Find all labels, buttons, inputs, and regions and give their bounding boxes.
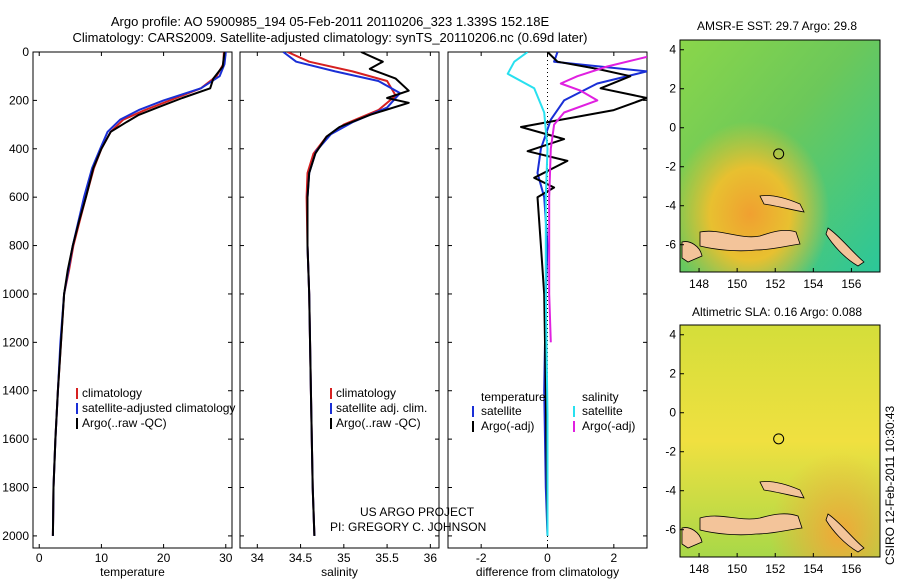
map-y-tick-label: -4 — [665, 484, 676, 498]
legend-entry: Argo(-adj) — [582, 419, 635, 433]
x-tick-label: 2 — [610, 551, 617, 565]
x-axis-label: difference from climatology — [476, 565, 619, 579]
map-x-tick-label: 148 — [689, 562, 709, 576]
y-tick-label: 1600 — [2, 432, 29, 446]
map-x-tick-label: 150 — [727, 562, 747, 576]
x-tick-label: 34.5 — [289, 551, 313, 565]
map-x-tick-label: 152 — [765, 562, 785, 576]
legend-heading: salinity — [582, 390, 619, 404]
map-y-tick-label: 2 — [669, 82, 676, 96]
map-y-tick-label: 0 — [669, 121, 676, 135]
map-y-tick-label: 4 — [669, 43, 676, 57]
map-x-tick-label: 154 — [803, 277, 823, 291]
sst-map-title: AMSR-E SST: 29.7 Argo: 29.8 — [697, 19, 857, 33]
series-line-climatology — [287, 52, 397, 536]
map-y-tick-label: -2 — [665, 160, 676, 174]
map-y-tick-label: 0 — [669, 406, 676, 420]
sla-argo-location-marker — [773, 433, 785, 445]
x-tick-label: -2 — [476, 551, 487, 565]
map-x-tick-label: 152 — [765, 277, 785, 291]
series-line-temperature-satellite — [536, 52, 647, 536]
legend-entry: Argo(..raw -QC) — [336, 416, 421, 430]
y-tick-label: 0 — [22, 45, 29, 59]
x-tick-label: 35.5 — [375, 551, 399, 565]
y-tick-label: 1200 — [2, 335, 29, 349]
sst-map: AMSR-E SST: 29.7 Argo: 29.8 148 150 152 154… — [665, 19, 881, 291]
series-line-argo-raw-qc — [306, 52, 410, 536]
y-tick-label: 600 — [9, 190, 29, 204]
y-tick-label: 200 — [9, 93, 29, 107]
sst-map-land — [681, 195, 865, 267]
map-x-tick-label: 148 — [689, 277, 709, 291]
map-x-tick-label: 156 — [841, 562, 861, 576]
y-tick-label: 1000 — [2, 287, 29, 301]
sla-map-title: Altimetric SLA: 0.16 Argo: 0.088 — [692, 305, 862, 319]
series-line-argo-raw-qc — [51, 52, 226, 536]
sla-map: Altimetric SLA: 0.16 Argo: 0.088 148 150 1… — [665, 305, 881, 576]
temperature-panel: 0 10 20 30 0 200 400 600 800 1000 1200 1400 1600 1800… — [2, 45, 235, 579]
series-line-temperature-argo-adj — [520, 52, 647, 536]
x-tick-label: 0 — [544, 551, 551, 565]
sst-argo-location-marker — [773, 148, 785, 160]
x-tick-label: 35 — [337, 551, 351, 565]
project-credit: US ARGO PROJECT — [360, 505, 475, 519]
map-y-tick-label: -4 — [665, 199, 676, 213]
plot-frame — [32, 51, 233, 549]
map-x-tick-label: 156 — [841, 277, 861, 291]
legend-entry: Argo(-adj) — [481, 419, 534, 433]
map-x-tick-label: 154 — [803, 562, 823, 576]
figure-title-line-2: Climatology: CARS2009. Satellite-adjuste… — [72, 30, 588, 45]
sla-map-land — [681, 481, 865, 553]
x-tick-label: 30 — [219, 551, 233, 565]
series-line-climatology — [51, 52, 225, 536]
legend-entry: Argo(..raw -QC) — [82, 416, 167, 430]
legend-entry: satellite adj. clim. — [336, 401, 427, 415]
pi-credit: PI: GREGORY C. JOHNSON — [330, 520, 486, 534]
series-line-salinity-satellite — [506, 52, 549, 536]
map-y-tick-label: -2 — [665, 445, 676, 459]
y-tick-label: 1800 — [2, 481, 29, 495]
map-y-tick-label: 4 — [669, 328, 676, 342]
y-tick-label: 2000 — [2, 529, 29, 543]
legend-entry: satellite — [481, 404, 522, 418]
legend-entry: satellite — [582, 404, 623, 418]
x-tick-label: 0 — [36, 551, 43, 565]
x-tick-label: 36 — [424, 551, 438, 565]
series-line-salinity-argo-adj — [548, 55, 647, 343]
figure-title-line-1: Argo profile: AO 5900985_194 05-Feb-2011… — [110, 14, 550, 29]
map-y-tick-label: 2 — [669, 367, 676, 381]
x-axis-label: salinity — [321, 565, 358, 579]
y-tick-label: 1400 — [2, 384, 29, 398]
map-x-tick-label: 150 — [727, 277, 747, 291]
x-tick-label: 20 — [157, 551, 171, 565]
x-axis-label: temperature — [100, 565, 165, 579]
x-tick-label: 34 — [251, 551, 265, 565]
legend-entry: satellite-adjusted climatology — [82, 401, 235, 415]
map-y-tick-label: -6 — [665, 523, 676, 537]
x-tick-label: 10 — [95, 551, 109, 565]
csiro-timestamp: CSIRO 12-Feb-2011 10:30:43 — [883, 405, 897, 565]
plot-frame — [239, 51, 440, 549]
y-tick-label: 800 — [9, 239, 29, 253]
legend-entry: climatology — [82, 386, 142, 400]
y-tick-label: 400 — [9, 142, 29, 156]
legend-heading: temperature — [481, 390, 546, 404]
salinity-panel: 34 34.5 35 35.5 36 salinity climatologysatelli… — [239, 51, 440, 579]
map-y-tick-label: -6 — [665, 238, 676, 252]
series-line-satellite-adj-clim — [282, 52, 402, 536]
series-line-satellite-adjusted-climatology — [51, 52, 227, 536]
legend-entry: climatology — [336, 386, 396, 400]
